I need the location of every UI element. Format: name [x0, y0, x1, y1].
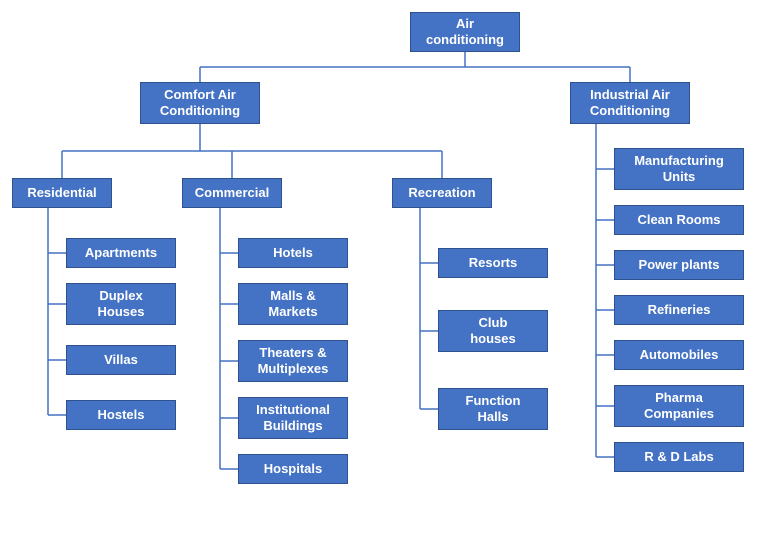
node-hostels: Hostels [66, 400, 176, 430]
node-comfort: Comfort AirConditioning [140, 82, 260, 124]
node-power: Power plants [614, 250, 744, 280]
node-hospitals: Hospitals [238, 454, 348, 484]
node-rnd: R & D Labs [614, 442, 744, 472]
node-root: Airconditioning [410, 12, 520, 52]
node-villas: Villas [66, 345, 176, 375]
node-institutional: InstitutionalBuildings [238, 397, 348, 439]
node-refineries: Refineries [614, 295, 744, 325]
node-auto: Automobiles [614, 340, 744, 370]
node-pharma: PharmaCompanies [614, 385, 744, 427]
node-apartments: Apartments [66, 238, 176, 268]
node-hotels: Hotels [238, 238, 348, 268]
node-malls: Malls &Markets [238, 283, 348, 325]
node-clean: Clean Rooms [614, 205, 744, 235]
node-mfg: ManufacturingUnits [614, 148, 744, 190]
node-theaters: Theaters &Multiplexes [238, 340, 348, 382]
node-function: FunctionHalls [438, 388, 548, 430]
node-club: Clubhouses [438, 310, 548, 352]
node-residential: Residential [12, 178, 112, 208]
node-recreation: Recreation [392, 178, 492, 208]
node-commercial: Commercial [182, 178, 282, 208]
node-resorts: Resorts [438, 248, 548, 278]
node-duplex: DuplexHouses [66, 283, 176, 325]
node-industrial: Industrial AirConditioning [570, 82, 690, 124]
